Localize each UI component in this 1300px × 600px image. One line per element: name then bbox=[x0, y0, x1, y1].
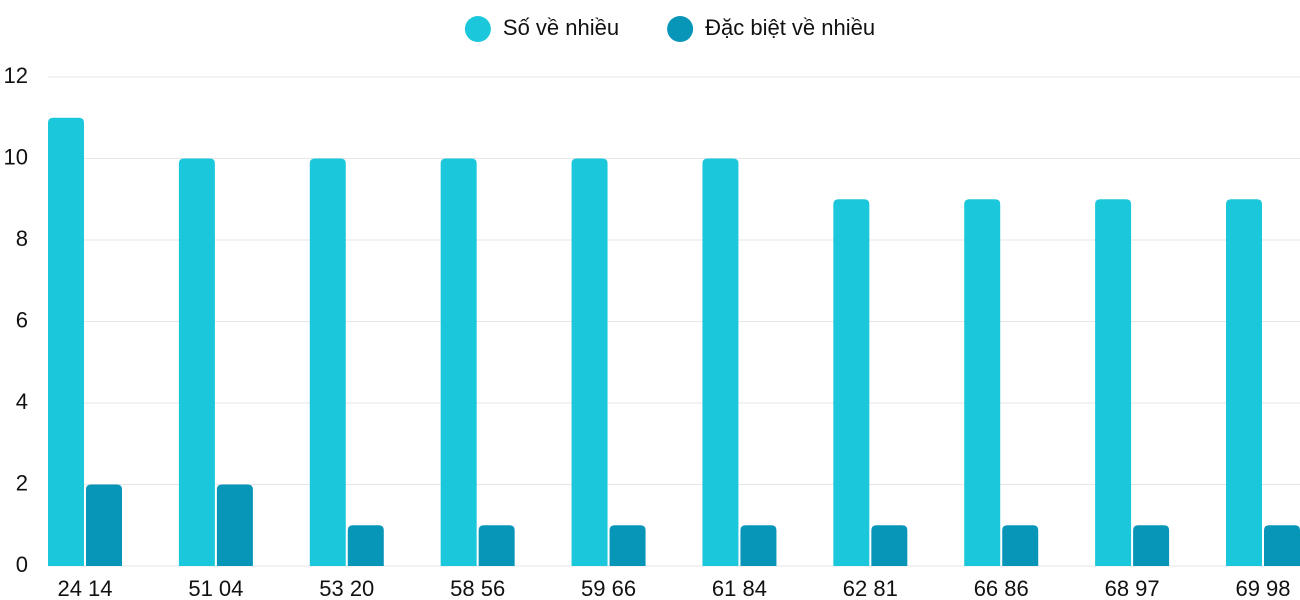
bar bbox=[48, 117, 84, 566]
bar bbox=[571, 158, 608, 566]
bar bbox=[347, 525, 384, 566]
x-tick-label: 51 04 bbox=[188, 576, 243, 600]
legend-label: Đặc biệt về nhiều bbox=[705, 15, 875, 40]
legend-marker bbox=[667, 16, 694, 42]
bar bbox=[478, 525, 515, 566]
y-tick-label: 8 bbox=[16, 226, 28, 251]
legend-label: Số về nhiều bbox=[503, 15, 619, 40]
x-tick-label: 61 84 bbox=[712, 576, 767, 600]
bar bbox=[871, 525, 908, 566]
bar bbox=[440, 158, 477, 566]
bar bbox=[216, 484, 253, 566]
x-tick-label: 66 86 bbox=[974, 576, 1029, 600]
bar bbox=[702, 158, 739, 566]
bar bbox=[964, 199, 1001, 566]
y-tick-label: 0 bbox=[16, 552, 28, 577]
bar bbox=[178, 158, 215, 566]
x-tick-label: 53 20 bbox=[319, 576, 374, 600]
bar bbox=[1095, 199, 1132, 566]
bar bbox=[609, 525, 646, 566]
bar bbox=[1264, 525, 1300, 566]
bar bbox=[740, 525, 777, 566]
x-tick-label: 62 81 bbox=[843, 576, 898, 600]
x-tick-label: 59 66 bbox=[581, 576, 636, 600]
y-tick-label: 12 bbox=[4, 63, 28, 88]
x-tick-label: 24 14 bbox=[57, 576, 112, 600]
x-tick-label: 68 97 bbox=[1105, 576, 1160, 600]
y-tick-label: 4 bbox=[16, 389, 28, 414]
y-tick-label: 6 bbox=[16, 307, 28, 332]
legend-marker bbox=[464, 16, 491, 42]
bar bbox=[1133, 525, 1170, 566]
bar bbox=[309, 158, 346, 566]
bar bbox=[1226, 199, 1262, 566]
y-tick-label: 10 bbox=[4, 144, 28, 169]
x-tick-label: 58 56 bbox=[450, 576, 505, 600]
y-tick-label: 2 bbox=[16, 470, 28, 495]
x-tick-label: 69 98 bbox=[1235, 576, 1290, 600]
bar bbox=[1002, 525, 1039, 566]
bar bbox=[833, 199, 870, 566]
bar bbox=[86, 484, 122, 566]
